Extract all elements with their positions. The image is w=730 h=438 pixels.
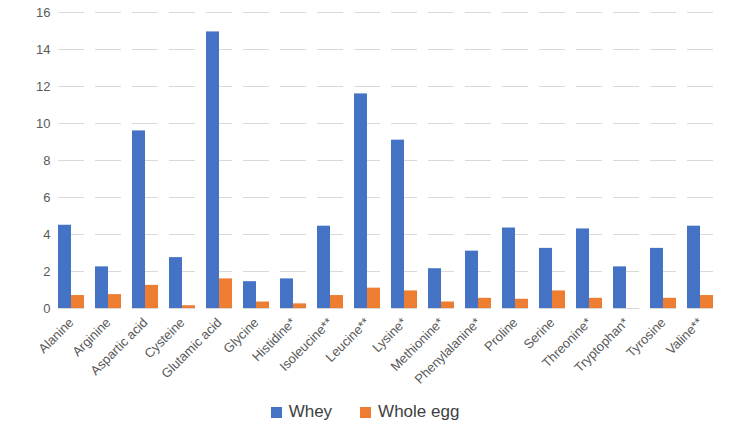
html-text:Whole egg: Whole egg — [378, 402, 460, 421]
svg-text:6: 6 — [43, 190, 50, 205]
svg-text:Arginine: Arginine — [69, 314, 114, 360]
svg-text:4: 4 — [43, 227, 50, 242]
svg-text:Tryptophan*: Tryptophan* — [571, 315, 631, 375]
svg-text:Glutamic acid: Glutamic acid — [158, 315, 224, 381]
svg-text:Serine: Serine — [520, 314, 558, 352]
svg-text:12: 12 — [36, 79, 50, 94]
svg-text:Threonine*: Threonine* — [539, 314, 595, 371]
html-text:Whey: Whey — [288, 402, 333, 421]
svg-text:Lysine*: Lysine* — [369, 314, 410, 356]
svg-text:Phenylalanine*: Phenylalanine* — [412, 315, 484, 387]
svg-text:14: 14 — [36, 42, 50, 57]
svg-text:Leucine**: Leucine** — [323, 315, 373, 365]
svg-text:Histidine*: Histidine* — [249, 314, 299, 365]
svg-text:Tyrosine: Tyrosine — [623, 315, 668, 360]
svg-text:10: 10 — [36, 116, 50, 131]
svg-text:Methionine*: Methionine* — [387, 314, 447, 374]
svg-text:Alanine: Alanine — [35, 314, 77, 357]
svg-text:Aspartic acid: Aspartic acid — [87, 315, 150, 378]
svg-text:16: 16 — [36, 5, 50, 20]
svg-text:2: 2 — [43, 264, 50, 279]
svg-text:0: 0 — [43, 301, 50, 316]
svg-text:Glycine: Glycine — [220, 314, 262, 357]
svg-text:Valine**: Valine** — [663, 315, 706, 358]
svg-text:Cysteine: Cysteine — [141, 314, 188, 362]
svg-text:Isoleucine**: Isoleucine** — [276, 315, 335, 374]
svg-text:8: 8 — [43, 153, 50, 168]
svg-text:Proline: Proline — [481, 315, 520, 354]
